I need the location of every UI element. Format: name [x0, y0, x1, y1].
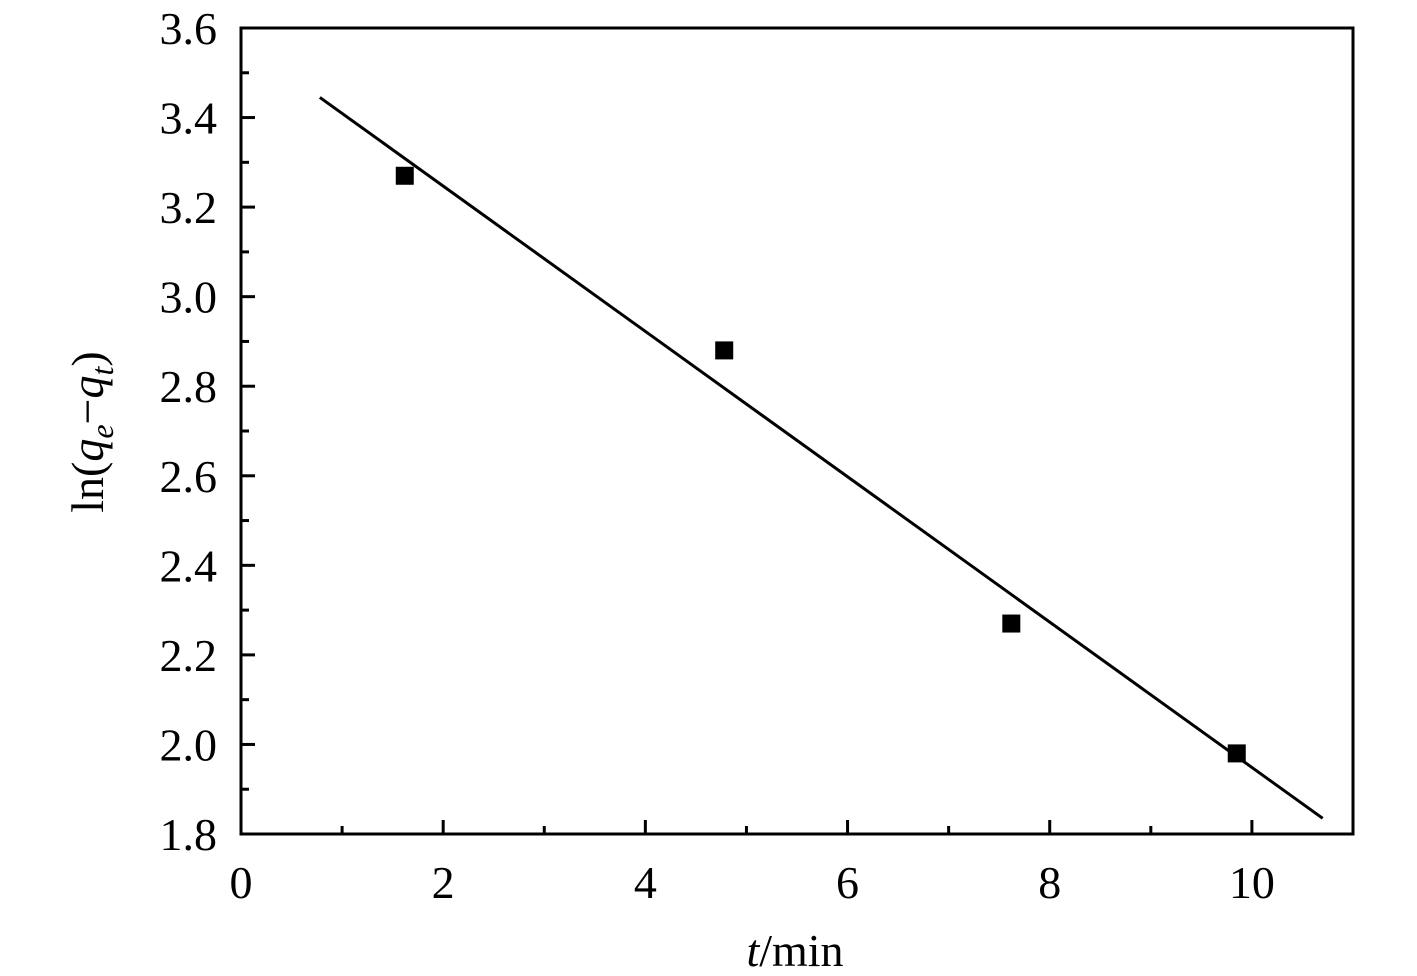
y-tick-label: 3.6: [160, 3, 218, 54]
x-tick-label: 10: [1229, 857, 1275, 908]
y-axis-ticks: 1.8 2.0 2.2 2.4 2.6 2.8 3.0 3.2 3.4 3.6: [160, 3, 255, 860]
x-tick-label: 0: [230, 857, 253, 908]
y-tick-label: 2.0: [160, 719, 218, 770]
y-label-q2: q: [62, 375, 113, 398]
data-point-marker: [1002, 614, 1021, 633]
y-tick-label: 3.2: [160, 182, 218, 233]
x-tick-label: 8: [1038, 857, 1061, 908]
y-label-suffix: ): [62, 351, 113, 366]
linear-fit-line-group: [318, 96, 1324, 820]
data-point-marker: [395, 166, 414, 185]
y-tick-label: 2.6: [160, 451, 218, 502]
y-axis-label: ln(qe−qt): [62, 351, 120, 512]
y-tick-label: 1.8: [160, 809, 218, 860]
x-tick-label: 4: [634, 857, 657, 908]
plot-frame: [239, 26, 1355, 836]
linear-fit-line: [318, 96, 1324, 820]
x-axis-label-variable: t: [746, 925, 760, 976]
data-point-marker: [1227, 744, 1246, 763]
y-tick-label: 2.8: [160, 361, 218, 412]
y-label-minus: −: [62, 398, 113, 424]
y-label-q1: q: [62, 439, 113, 462]
y-tick-label: 2.4: [160, 540, 218, 591]
x-axis-label-unit: /min: [759, 925, 843, 976]
x-tick-label: 2: [432, 857, 455, 908]
x-tick-label: 6: [836, 857, 859, 908]
y-tick-label: 3.4: [160, 93, 218, 144]
data-points: [395, 166, 1246, 763]
y-label-sub2: t: [84, 365, 120, 375]
y-tick-label: 3.0: [160, 272, 218, 323]
y-label-sub1: e: [84, 424, 120, 438]
x-axis-label: t/min: [746, 925, 843, 976]
y-label-prefix: ln(: [62, 462, 113, 513]
data-point-marker: [715, 341, 734, 360]
y-tick-label: 2.2: [160, 630, 218, 681]
